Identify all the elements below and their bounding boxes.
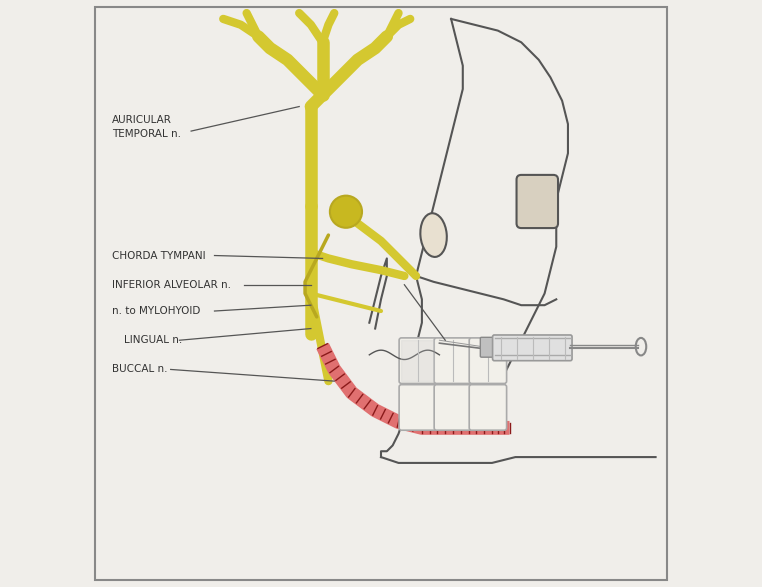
Text: LINGUAL n.: LINGUAL n. bbox=[124, 335, 182, 345]
Ellipse shape bbox=[330, 195, 362, 228]
FancyBboxPatch shape bbox=[399, 384, 437, 430]
Text: CHORDA TYMPANI: CHORDA TYMPANI bbox=[112, 251, 206, 261]
Text: BUCCAL n.: BUCCAL n. bbox=[112, 365, 168, 375]
FancyBboxPatch shape bbox=[469, 338, 507, 383]
Ellipse shape bbox=[421, 213, 447, 257]
Text: n. to MYLOHYOID: n. to MYLOHYOID bbox=[112, 306, 200, 316]
Polygon shape bbox=[402, 340, 434, 381]
Text: AURICULAR
TEMPORAL n.: AURICULAR TEMPORAL n. bbox=[112, 116, 181, 139]
Text: INFERIOR ALVEOLAR n.: INFERIOR ALVEOLAR n. bbox=[112, 280, 231, 290]
FancyBboxPatch shape bbox=[517, 175, 558, 228]
FancyBboxPatch shape bbox=[469, 384, 507, 430]
FancyBboxPatch shape bbox=[492, 335, 572, 360]
FancyBboxPatch shape bbox=[399, 338, 437, 383]
FancyBboxPatch shape bbox=[480, 338, 495, 357]
FancyBboxPatch shape bbox=[434, 384, 472, 430]
FancyBboxPatch shape bbox=[434, 338, 472, 383]
